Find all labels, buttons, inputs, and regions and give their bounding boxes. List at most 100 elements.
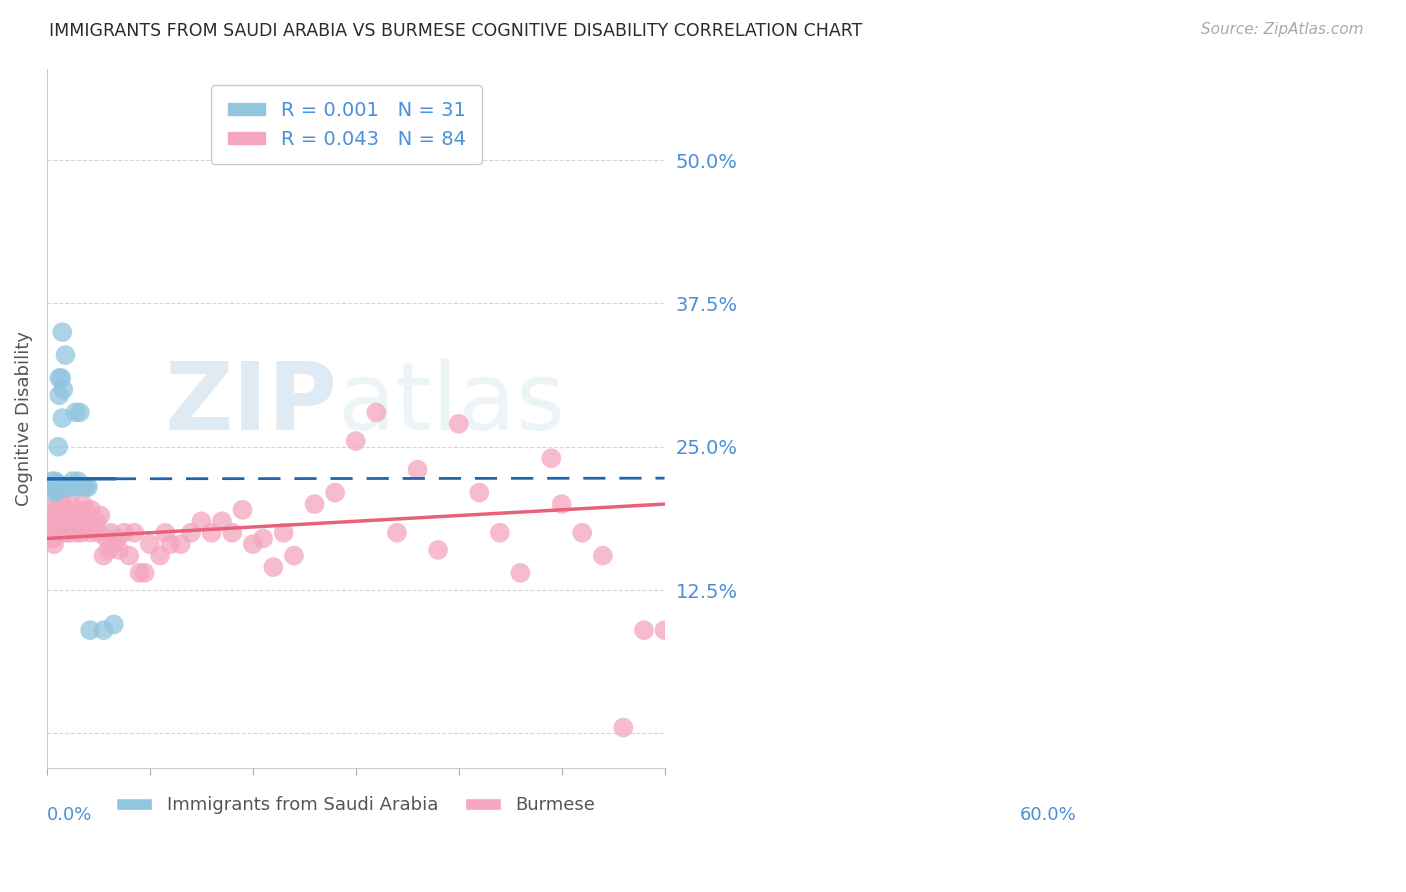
Point [46,483,69,498]
Point [41,520,63,534]
Point [100,525,122,540]
Point [62,508,84,523]
Point [39,508,62,523]
Point [42,532,65,546]
Point [51,371,73,385]
Point [366,405,388,419]
Point [69,520,91,534]
Point [231,503,253,517]
Point [46,440,69,454]
Point [82,520,104,534]
Point [58,525,80,540]
Point [180,525,202,540]
Point [45,480,67,494]
Point [654,623,676,637]
Point [62,480,84,494]
Point [52,514,75,528]
Point [155,525,177,540]
Point [46,476,69,491]
Point [344,434,367,448]
Point [42,485,65,500]
Point [48,371,70,385]
Point [79,525,101,540]
Point [62,474,84,488]
Point [87,525,110,540]
Point [56,525,79,540]
Point [200,525,222,540]
Point [62,520,84,534]
Point [52,383,75,397]
Point [49,508,72,523]
Point [103,617,125,632]
Text: Source: ZipAtlas.com: Source: ZipAtlas.com [1201,22,1364,37]
Point [46,525,69,540]
Point [51,514,73,528]
Text: ZIP: ZIP [165,358,337,450]
Point [93,549,115,563]
Point [128,566,150,580]
Point [190,514,212,528]
Point [38,514,60,528]
Point [323,485,346,500]
Point [72,480,94,494]
Point [39,525,62,540]
Point [447,417,470,431]
Point [48,520,70,534]
Point [612,721,634,735]
Point [103,537,125,551]
Point [66,514,89,528]
Legend: Immigrants from Saudi Arabia, Burmese: Immigrants from Saudi Arabia, Burmese [108,789,603,822]
Point [304,497,326,511]
Point [51,497,73,511]
Point [58,480,80,494]
Point [77,514,100,528]
Point [89,508,111,523]
Point [105,532,128,546]
Point [42,537,65,551]
Point [51,411,73,425]
Point [51,525,73,540]
Point [56,480,79,494]
Point [571,525,593,540]
Point [112,525,135,540]
Point [42,480,65,494]
Point [51,325,73,339]
Text: 60.0%: 60.0% [1019,806,1077,824]
Y-axis label: Cognitive Disability: Cognitive Disability [15,331,32,506]
Point [46,497,69,511]
Point [211,514,233,528]
Point [385,525,408,540]
Point [55,503,77,517]
Point [221,525,243,540]
Point [45,503,67,517]
Point [59,497,82,511]
Point [93,623,115,637]
Point [170,537,193,551]
Point [69,405,91,419]
Point [84,514,107,528]
Point [44,525,66,540]
Point [159,537,181,551]
Point [252,532,274,546]
Point [66,480,89,494]
Point [55,348,77,362]
Point [75,480,97,494]
Point [262,560,284,574]
Point [489,525,512,540]
Point [70,525,93,540]
Point [283,549,305,563]
Point [58,514,80,528]
Point [108,543,131,558]
Point [242,537,264,551]
Point [44,474,66,488]
Point [550,497,572,511]
Point [97,543,120,558]
Point [592,549,614,563]
Point [509,566,531,580]
Point [41,480,63,494]
Point [46,485,69,500]
Point [540,451,562,466]
Text: atlas: atlas [337,358,565,450]
Point [96,532,118,546]
Text: 0.0%: 0.0% [46,806,93,824]
